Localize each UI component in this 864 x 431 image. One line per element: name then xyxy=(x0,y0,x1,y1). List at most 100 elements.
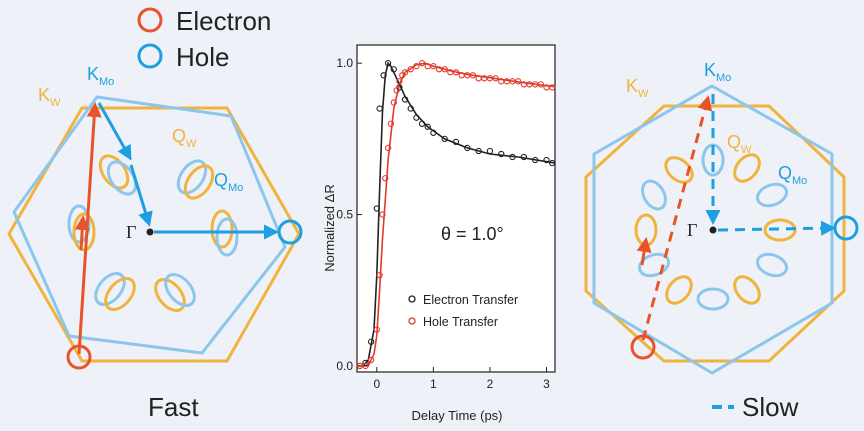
data-point-series-0 xyxy=(532,156,539,164)
chart-plot-frame xyxy=(356,44,556,373)
hole-path-right-2 xyxy=(717,220,836,236)
q-valley-ring-right xyxy=(634,143,797,311)
legend: Electron Hole xyxy=(137,6,271,72)
data-point-series-1 xyxy=(515,78,522,85)
hole-marker-right xyxy=(833,215,859,241)
electron-path-right xyxy=(641,95,713,341)
w-hexagon-left xyxy=(7,106,301,363)
gamma-point-left xyxy=(146,228,154,236)
fast-caption: Fast xyxy=(148,392,199,422)
right-brillouin-panel: KW KMo QW QMo Γ Slow xyxy=(584,60,859,422)
mo-hexagon-left xyxy=(12,95,287,355)
y-tick-label: 1.0 xyxy=(336,56,353,70)
electron-marker-right xyxy=(630,334,656,360)
data-point-series-1 xyxy=(367,356,375,364)
data-point-series-0 xyxy=(390,66,397,73)
chart-axes xyxy=(356,44,556,373)
y-tick-label: 0.0 xyxy=(336,359,353,373)
data-point-series-0 xyxy=(401,96,409,103)
gamma-label-left: Γ xyxy=(126,222,136,242)
chart-ticks: 0 1 2 3 0.0 0.5 1.0 xyxy=(336,56,550,391)
data-point-series-0 xyxy=(441,135,448,143)
data-point-series-1 xyxy=(390,99,397,106)
chart-x-axis-label: Delay Time (ps) xyxy=(411,408,502,423)
data-point-series-0 xyxy=(549,159,556,167)
kw-label-right: KW xyxy=(626,76,649,100)
x-tick-label: 3 xyxy=(543,377,550,391)
data-point-series-1 xyxy=(401,69,409,76)
hole-path-left-1 xyxy=(97,102,132,161)
qmo-label-left: QMo xyxy=(214,170,243,194)
data-point-series-0 xyxy=(486,147,494,155)
transfer-chart: 0 1 2 3 0.0 0.5 1.0 Delay Time (ps) Normalized… xyxy=(322,44,556,423)
data-point-series-1 xyxy=(430,63,437,70)
gamma-point-right xyxy=(709,226,717,234)
y-tick-label: 0.5 xyxy=(336,208,353,222)
data-point-series-1 xyxy=(492,75,499,82)
slow-caption: Slow xyxy=(742,392,799,422)
data-point-series-1 xyxy=(384,144,392,152)
data-point-series-0 xyxy=(424,123,431,130)
data-point-series-0 xyxy=(543,156,550,164)
data-point-series-1 xyxy=(373,326,380,333)
data-point-series-1 xyxy=(382,175,389,182)
electron-marker-left xyxy=(66,344,92,370)
chart-legend: Electron Transfer Hole Transfer xyxy=(408,293,518,329)
data-point-series-1 xyxy=(418,60,426,67)
data-point-series-0 xyxy=(407,105,414,112)
data-point-series-1 xyxy=(537,81,545,88)
x-tick-label: 0 xyxy=(373,377,380,391)
hole-legend-icon xyxy=(137,43,163,69)
data-point-series-0 xyxy=(373,205,380,212)
chart-data-points xyxy=(356,60,556,370)
data-point-series-0 xyxy=(362,359,369,367)
legend-electron-transfer-marker xyxy=(408,295,416,303)
data-point-series-1 xyxy=(407,66,414,73)
data-point-series-0 xyxy=(380,72,387,79)
q-valley-pockets-left xyxy=(67,154,239,312)
data-point-series-1 xyxy=(387,120,395,127)
hole-marker-left xyxy=(277,219,303,245)
qw-label-left: QW xyxy=(172,126,197,150)
data-point-series-0 xyxy=(367,338,375,345)
hole-legend-label: Hole xyxy=(176,42,229,72)
data-point-series-1 xyxy=(379,211,386,218)
data-point-series-0 xyxy=(384,60,392,67)
left-brillouin-panel: KW KMo QW QMo Γ Fast xyxy=(7,64,303,422)
data-point-series-1 xyxy=(376,271,383,279)
kmo-label-right: KMo xyxy=(704,60,731,84)
data-point-series-0 xyxy=(430,129,437,136)
electron-legend-icon xyxy=(137,7,163,33)
hole-path-left-2 xyxy=(129,164,153,227)
x-tick-label: 2 xyxy=(487,377,494,391)
electron-arrow-right-2 xyxy=(636,237,652,266)
chart-y-axis-label: Normalized ΔR xyxy=(322,184,337,271)
data-point-series-0 xyxy=(475,147,482,155)
gamma-label-right: Γ xyxy=(687,220,697,240)
qw-label-right: QW xyxy=(727,132,752,156)
data-point-series-0 xyxy=(452,138,460,146)
data-point-series-1 xyxy=(396,78,403,85)
data-point-series-1 xyxy=(413,63,420,70)
data-point-series-0 xyxy=(418,120,426,127)
data-point-series-0 xyxy=(520,153,528,161)
legend-hole-transfer-label: Hole Transfer xyxy=(423,315,498,329)
legend-electron-transfer-label: Electron Transfer xyxy=(423,293,518,307)
kw-label-left: KW xyxy=(38,85,61,109)
data-point-series-0 xyxy=(509,153,516,161)
data-point-series-1 xyxy=(452,69,460,76)
data-point-series-1 xyxy=(549,84,556,91)
data-point-series-0 xyxy=(376,105,383,112)
chart-theta-annotation: θ = 1.0° xyxy=(441,224,504,244)
data-point-series-1 xyxy=(441,66,448,73)
x-tick-label: 1 xyxy=(430,377,437,391)
data-point-series-0 xyxy=(498,150,505,158)
kmo-label-left: KMo xyxy=(87,64,114,88)
w-octagon-right xyxy=(584,104,846,363)
mo-octagon-right xyxy=(592,84,834,375)
qmo-label-right: QMo xyxy=(778,163,807,187)
data-point-series-1 xyxy=(362,362,369,370)
data-point-series-1 xyxy=(393,87,400,94)
